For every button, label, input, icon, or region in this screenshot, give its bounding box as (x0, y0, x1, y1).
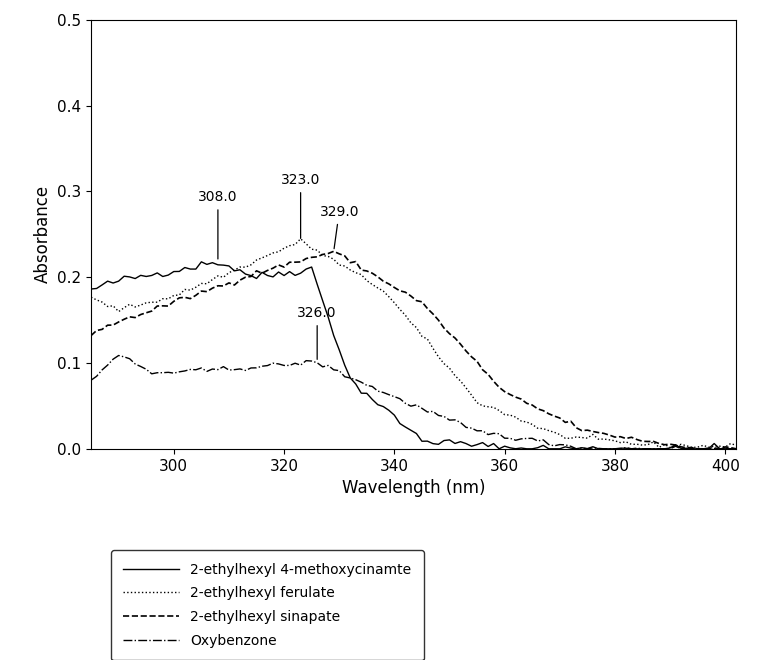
2-ethylhexyl sinapate (600, 430, 609, 438)
Oxybenzone (605, 445, 614, 453)
Oxybenzone (539, 436, 548, 444)
2-ethylhexyl ferulate (87, 293, 96, 301)
2-ethylhexyl 4-methoxycinamte (313, 280, 322, 288)
Text: 326.0: 326.0 (298, 306, 337, 359)
2-ethylhexyl ferulate (158, 295, 167, 303)
2-ethylhexyl ferulate (600, 435, 609, 443)
2-ethylhexyl sinapate (693, 445, 702, 453)
X-axis label: Wavelength (nm): Wavelength (nm) (342, 479, 486, 497)
2-ethylhexyl sinapate (329, 248, 339, 255)
2-ethylhexyl 4-methoxycinamte (197, 258, 206, 266)
Oxybenzone (572, 445, 581, 453)
Line: 2-ethylhexyl ferulate: 2-ethylhexyl ferulate (91, 239, 736, 447)
2-ethylhexyl ferulate (588, 430, 597, 438)
2-ethylhexyl 4-methoxycinamte (544, 445, 553, 453)
2-ethylhexyl ferulate (219, 273, 228, 281)
2-ethylhexyl ferulate (313, 246, 322, 254)
Line: 2-ethylhexyl sinapate: 2-ethylhexyl sinapate (91, 251, 736, 449)
2-ethylhexyl sinapate (219, 282, 228, 290)
2-ethylhexyl ferulate (732, 442, 741, 449)
2-ethylhexyl ferulate (666, 444, 675, 451)
Y-axis label: Absorbance: Absorbance (33, 185, 52, 283)
2-ethylhexyl 4-methoxycinamte (495, 445, 504, 453)
2-ethylhexyl 4-methoxycinamte (158, 273, 167, 280)
2-ethylhexyl sinapate (732, 445, 741, 453)
Oxybenzone (594, 444, 603, 452)
2-ethylhexyl 4-methoxycinamte (225, 262, 234, 270)
2-ethylhexyl 4-methoxycinamte (594, 445, 603, 453)
Oxybenzone (87, 376, 96, 384)
2-ethylhexyl ferulate (539, 424, 548, 432)
Oxybenzone (732, 445, 741, 453)
2-ethylhexyl sinapate (158, 302, 167, 310)
Text: 308.0: 308.0 (198, 190, 238, 259)
2-ethylhexyl 4-methoxycinamte (605, 445, 614, 453)
2-ethylhexyl ferulate (296, 235, 305, 243)
2-ethylhexyl sinapate (588, 428, 597, 436)
Oxybenzone (313, 359, 322, 367)
Oxybenzone (164, 368, 173, 376)
Line: Oxybenzone: Oxybenzone (91, 356, 736, 449)
Legend: 2-ethylhexyl 4-methoxycinamte, 2-ethylhexyl ferulate, 2-ethylhexyl sinapate, Oxy: 2-ethylhexyl 4-methoxycinamte, 2-ethylhe… (111, 550, 424, 660)
2-ethylhexyl sinapate (539, 407, 548, 414)
Oxybenzone (114, 352, 123, 360)
Text: 323.0: 323.0 (281, 173, 320, 238)
2-ethylhexyl sinapate (87, 331, 96, 339)
Oxybenzone (225, 366, 234, 374)
Line: 2-ethylhexyl 4-methoxycinamte: 2-ethylhexyl 4-methoxycinamte (91, 262, 736, 449)
2-ethylhexyl 4-methoxycinamte (87, 285, 96, 293)
2-ethylhexyl sinapate (307, 253, 317, 261)
Text: 329.0: 329.0 (320, 205, 359, 249)
2-ethylhexyl 4-methoxycinamte (732, 445, 741, 453)
